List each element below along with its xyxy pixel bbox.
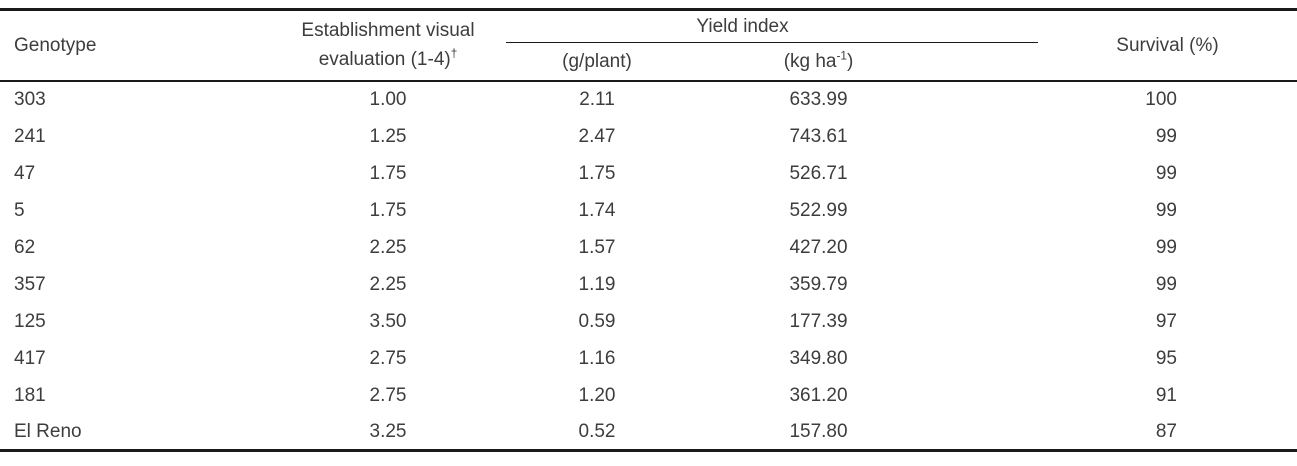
cell-genotype: 47 <box>14 162 36 184</box>
cell-survival: 99 <box>1155 125 1177 147</box>
cell-survival: 99 <box>1155 236 1177 258</box>
table-row: El Reno 3.25 0.52 157.80 87 <box>0 414 1297 451</box>
table-row: 303 1.00 2.11 633.99 100 <box>0 81 1297 118</box>
cell-yield-kg-ha: 359.79 <box>789 273 848 295</box>
cell-yield-kg-ha: 157.80 <box>789 420 848 442</box>
cell-yield-g-plant: 1.19 <box>578 273 616 295</box>
cell-yield-g-plant: 2.11 <box>579 89 615 111</box>
header-row-top: Genotype Establishment visual evaluation… <box>0 9 1297 82</box>
table-header: Genotype Establishment visual evaluation… <box>0 9 1297 82</box>
cell-yield-g-plant: 0.59 <box>578 310 616 332</box>
col-header-survival: Survival (%) <box>1038 9 1297 82</box>
kg-ha-text: (kg ha <box>783 50 837 72</box>
cell-yield-g-plant: 1.20 <box>578 384 616 406</box>
results-table: Genotype Establishment visual evaluation… <box>0 8 1297 453</box>
cell-yield-g-plant: 2.47 <box>578 125 616 147</box>
table-row: 5 1.75 1.74 522.99 99 <box>0 192 1297 229</box>
cell-establishment: 3.25 <box>369 420 407 442</box>
cell-survival: 99 <box>1155 273 1177 295</box>
cell-genotype: 62 <box>14 236 36 258</box>
col-header-establishment: Establishment visual evaluation (1-4)† <box>227 9 506 82</box>
cell-yield-g-plant: 0.52 <box>578 420 616 442</box>
cell-establishment: 2.25 <box>369 236 407 258</box>
table-row: 241 1.25 2.47 743.61 99 <box>0 118 1297 155</box>
cell-genotype: 303 <box>14 89 46 111</box>
table-row: 125 3.50 0.59 177.39 97 <box>0 303 1297 340</box>
cell-yield-g-plant: 1.16 <box>578 347 616 369</box>
cell-yield-g-plant: 1.75 <box>578 162 616 184</box>
cell-yield-kg-ha: 526.71 <box>789 162 848 184</box>
cell-establishment: 2.25 <box>369 273 407 295</box>
col-group-yield-index: Yield index <box>506 9 1038 44</box>
table-body: 303 1.00 2.11 633.99 100 241 1.25 2.47 7… <box>0 81 1297 451</box>
cell-establishment: 3.50 <box>369 310 407 332</box>
cell-survival: 100 <box>1145 89 1177 111</box>
cell-survival: 91 <box>1155 384 1177 406</box>
establishment-header-line2: evaluation (1-4) <box>318 49 451 71</box>
cell-survival: 95 <box>1155 347 1177 369</box>
cell-establishment: 2.75 <box>369 347 407 369</box>
cell-establishment: 1.75 <box>369 162 407 184</box>
cell-genotype: 125 <box>14 310 46 332</box>
table-row: 357 2.25 1.19 359.79 99 <box>0 266 1297 303</box>
cell-yield-g-plant: 1.74 <box>578 199 616 221</box>
cell-survival: 99 <box>1155 199 1177 221</box>
header-row-sub: (g/plant) (kg ha-1) <box>0 42 1297 82</box>
kg-ha-exponent-superscript: -1 <box>836 49 847 63</box>
cell-survival: 97 <box>1155 310 1177 332</box>
cell-genotype: 181 <box>14 384 46 406</box>
col-header-g-plant: (g/plant) <box>506 42 688 82</box>
cell-survival: 87 <box>1155 420 1177 442</box>
table-row: 181 2.75 1.20 361.20 91 <box>0 377 1297 414</box>
cell-genotype: 241 <box>14 125 46 147</box>
cell-survival: 99 <box>1155 162 1177 184</box>
col-header-genotype: Genotype <box>0 9 227 82</box>
table-row: 62 2.25 1.57 427.20 99 <box>0 229 1297 266</box>
cell-genotype: El Reno <box>14 420 82 442</box>
cell-yield-kg-ha: 743.61 <box>789 125 848 147</box>
cell-yield-kg-ha: 633.99 <box>789 89 848 111</box>
cell-establishment: 1.00 <box>369 89 407 111</box>
kg-ha-close-paren: ) <box>846 50 854 72</box>
cell-genotype: 417 <box>14 347 46 369</box>
cell-yield-kg-ha: 349.80 <box>789 347 848 369</box>
cell-establishment: 1.75 <box>369 199 407 221</box>
cell-yield-kg-ha: 361.20 <box>789 384 848 406</box>
cell-yield-g-plant: 1.57 <box>578 236 616 258</box>
cell-yield-kg-ha: 177.39 <box>789 310 848 332</box>
dagger-footnote-superscript: † <box>450 48 458 62</box>
cell-establishment: 2.75 <box>369 384 407 406</box>
cell-yield-kg-ha: 522.99 <box>789 199 848 221</box>
cell-yield-kg-ha: 427.20 <box>789 236 848 258</box>
table-sheet: Genotype Establishment visual evaluation… <box>0 8 1297 453</box>
col-header-kg-ha: (kg ha-1) <box>688 42 1038 82</box>
cell-establishment: 1.25 <box>369 125 407 147</box>
cell-genotype: 357 <box>14 273 46 295</box>
table-row: 47 1.75 1.75 526.71 99 <box>0 155 1297 192</box>
establishment-header-line1: Establishment visual <box>301 20 475 42</box>
cell-genotype: 5 <box>14 199 25 221</box>
table-row: 417 2.75 1.16 349.80 95 <box>0 340 1297 377</box>
